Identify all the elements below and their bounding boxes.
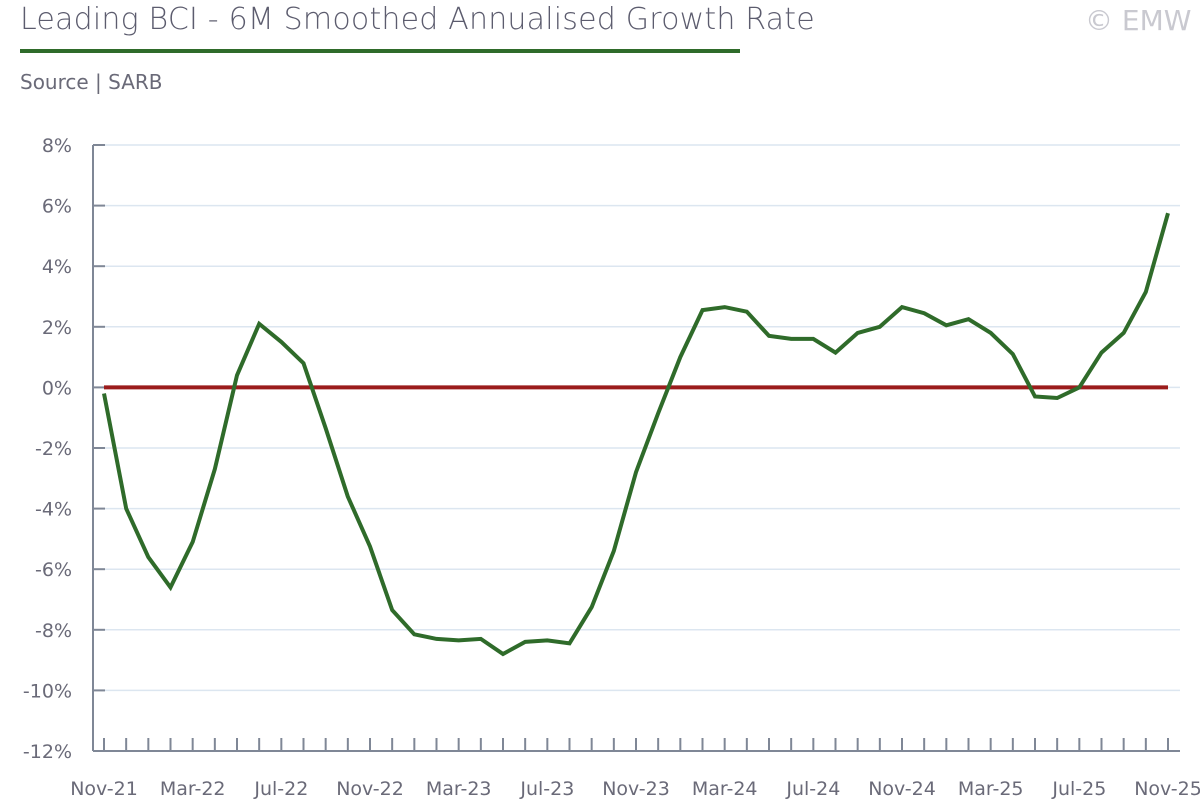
- y-tick-label: -8%: [35, 620, 72, 642]
- y-tick-label: -10%: [23, 680, 72, 702]
- y-tick-label: 4%: [42, 256, 72, 278]
- x-tick-label: Nov-22: [336, 778, 404, 800]
- x-tick-label: Nov-21: [70, 778, 138, 800]
- x-tick-label: Jul-24: [785, 778, 840, 800]
- x-tick-label: Nov-23: [602, 778, 670, 800]
- y-tick-label: 0%: [42, 377, 72, 399]
- y-tick-label: 6%: [42, 196, 72, 218]
- x-tick-label: Nov-25: [1134, 778, 1200, 800]
- series-line: [102, 212, 1170, 657]
- y-tick-label: -12%: [23, 741, 72, 763]
- y-tick-label: -2%: [35, 438, 72, 460]
- x-tick-label: Jul-25: [1051, 778, 1106, 800]
- title-underline: [20, 49, 740, 53]
- x-tick-label: Jul-23: [519, 778, 574, 800]
- source-label: Source | SARB: [20, 70, 163, 94]
- y-tick-label: -4%: [35, 499, 72, 521]
- x-tick-label: Mar-24: [692, 778, 758, 800]
- chart-title: Leading BCI - 6M Smoothed Annualised Gro…: [20, 2, 815, 37]
- x-tick-label: Jul-22: [253, 778, 308, 800]
- x-tick-label: Mar-23: [426, 778, 492, 800]
- x-tick-label: Nov-24: [868, 778, 936, 800]
- y-tick-label: 8%: [42, 135, 72, 157]
- x-tick-label: Mar-22: [160, 778, 226, 800]
- y-tick-label: 2%: [42, 317, 72, 339]
- watermark: © EMW: [1085, 4, 1192, 37]
- y-tick-label: -6%: [35, 559, 72, 581]
- x-tick-label: Mar-25: [958, 778, 1024, 800]
